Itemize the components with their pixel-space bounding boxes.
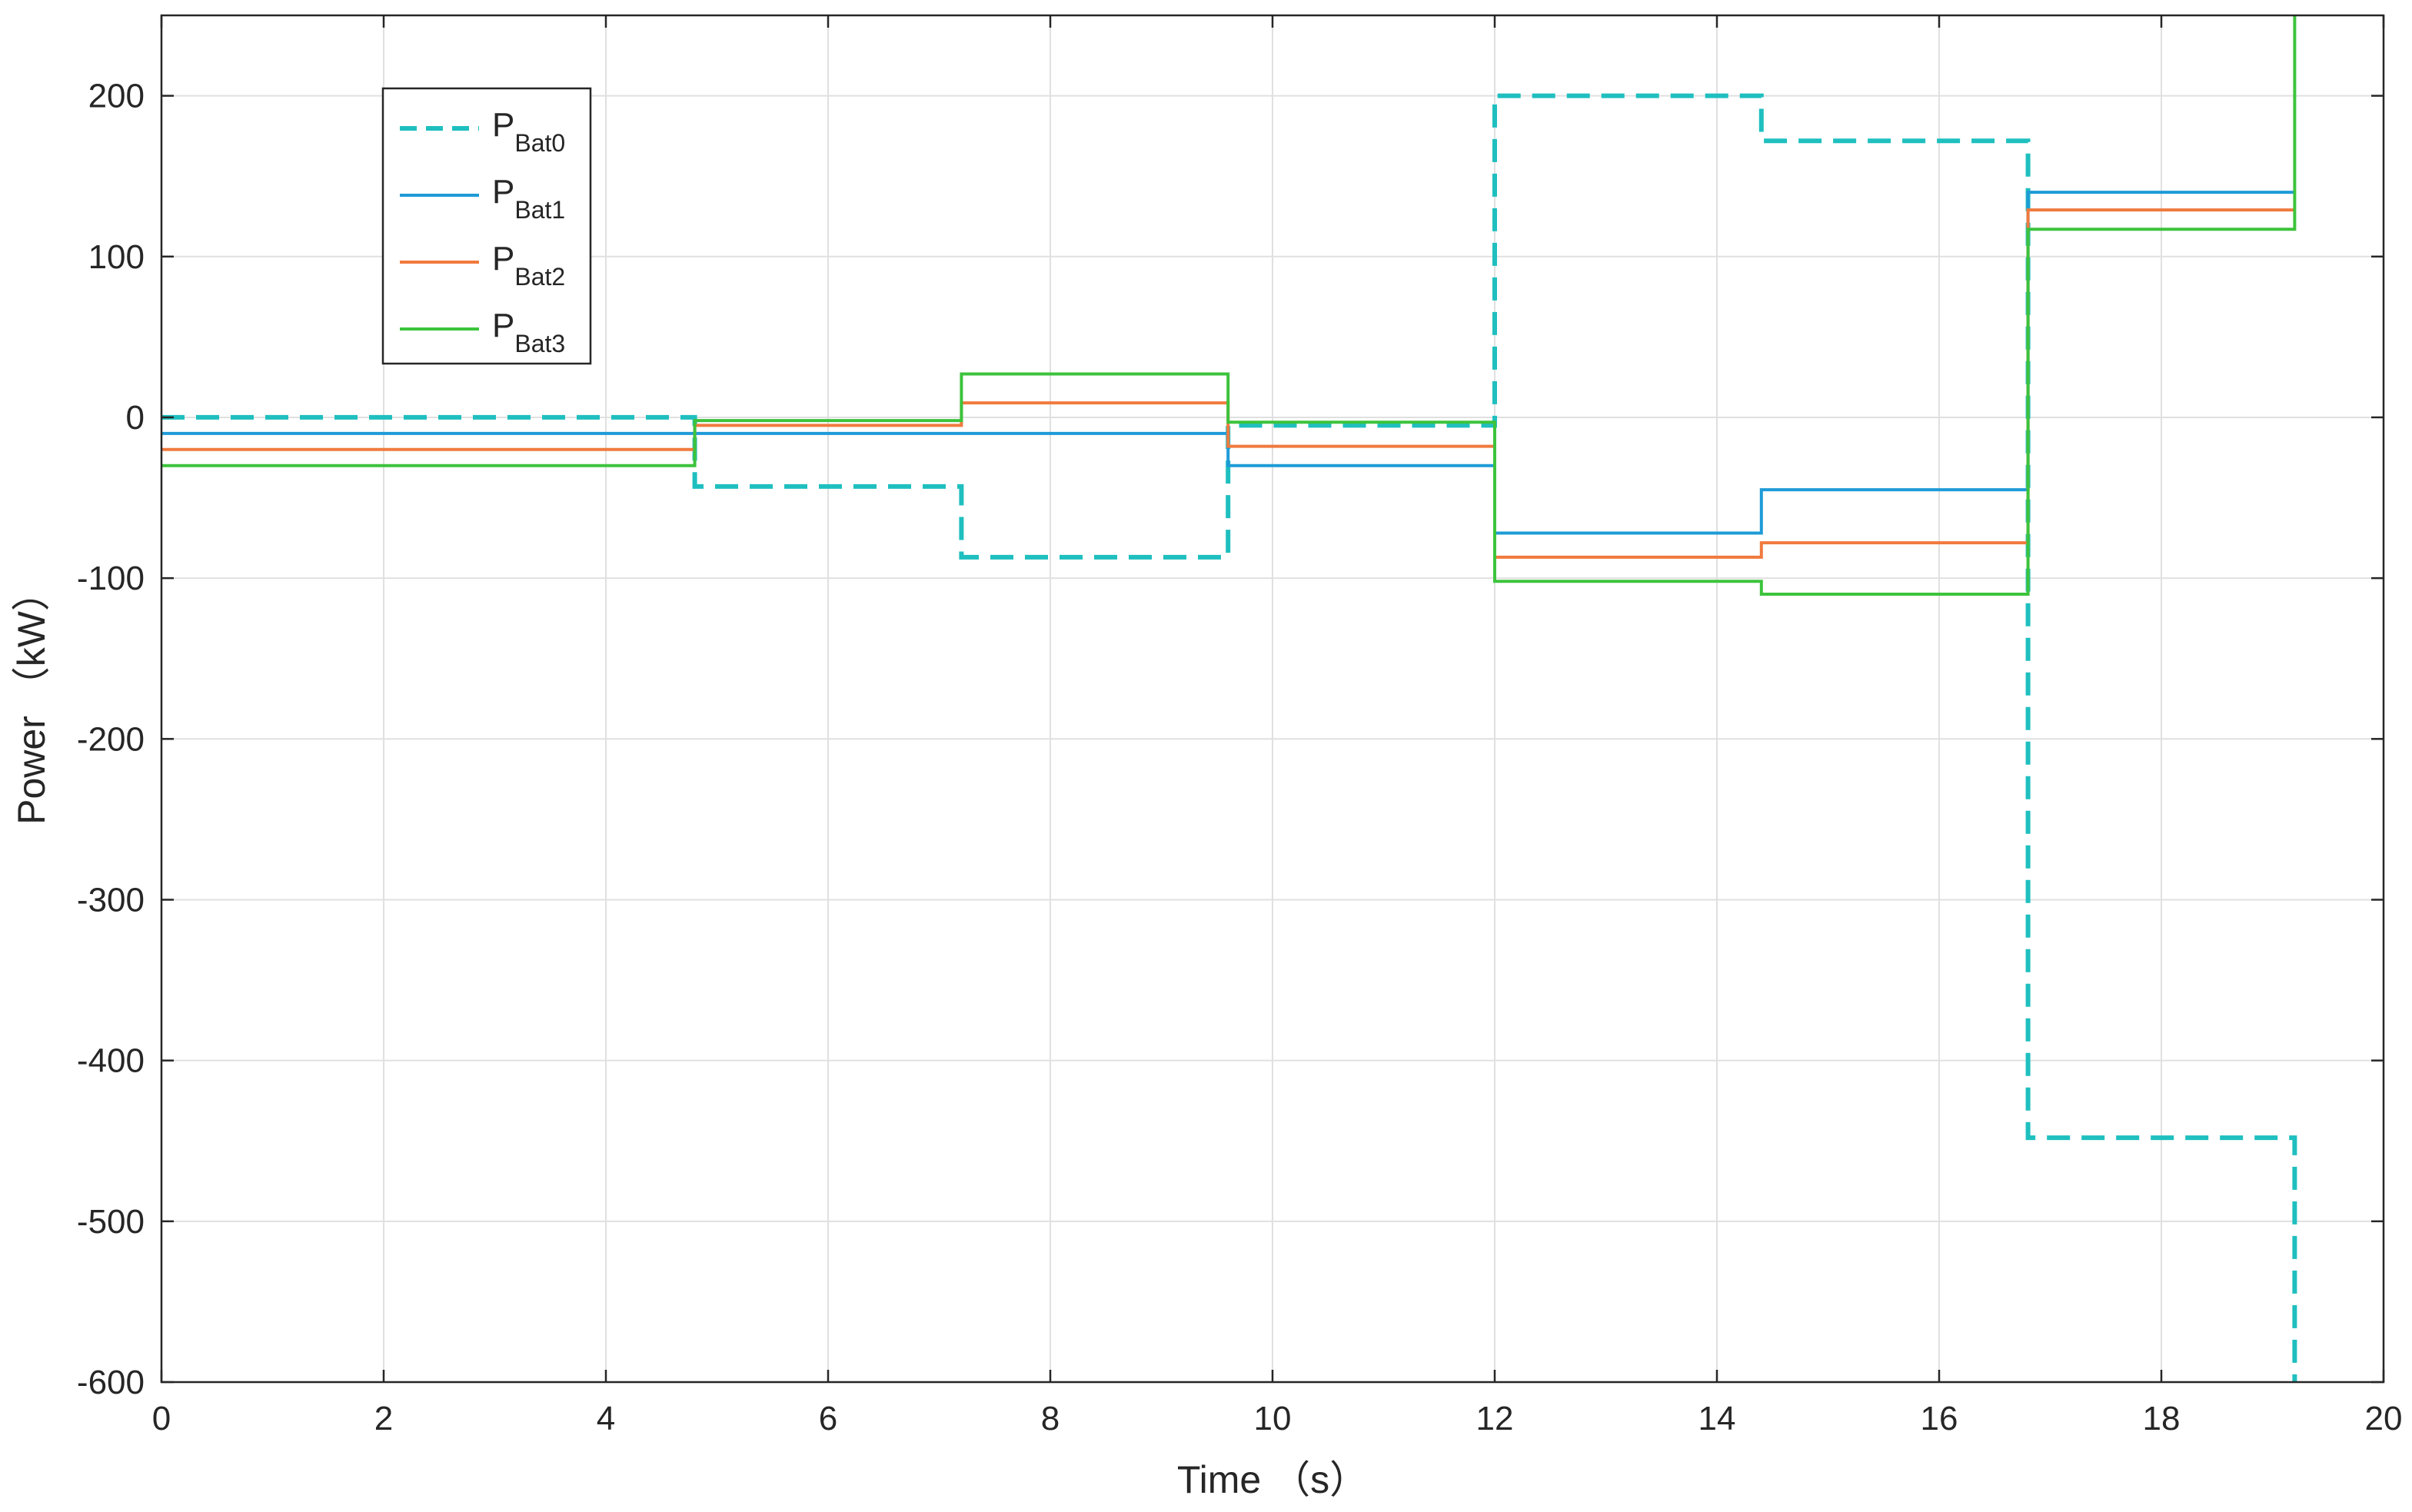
y-axis-label: Power （kW） (10, 573, 53, 825)
series-group (161, 15, 2297, 1382)
y-tick-label: -100 (77, 560, 145, 597)
series-line-p-bat2 (161, 208, 2295, 559)
x-axis-label: Time （s） (1177, 1458, 1368, 1501)
x-tick-label: 12 (1476, 1400, 1514, 1437)
legend-entry-subscript: Bat0 (514, 129, 565, 157)
legend-box (381, 87, 592, 365)
y-tick-label: -200 (77, 720, 145, 758)
x-tick-label: 8 (1041, 1400, 1060, 1437)
y-tick-label: -600 (77, 1364, 145, 1401)
x-tick-label: 6 (819, 1400, 837, 1437)
x-tick-label: 16 (1921, 1400, 1958, 1437)
y-tick-label: 0 (126, 399, 145, 437)
y-tick-label: 100 (88, 238, 145, 276)
series-line-p-bat3 (161, 15, 2297, 596)
x-tick-label: 2 (374, 1400, 393, 1437)
x-tick-label: 4 (597, 1400, 615, 1437)
x-tick-label: 0 (152, 1400, 171, 1437)
legend-entry-subscript: Bat3 (514, 330, 565, 357)
y-tick-label: -500 (77, 1203, 145, 1241)
x-tick-label: 10 (1254, 1400, 1292, 1437)
x-tick-label: 14 (1698, 1400, 1736, 1437)
axis-ticks: 0 2 4 6 8 10 12 14 16 18 20 -600 -500 -400 -300 -200 -10… (77, 15, 2403, 1437)
y-tick-label: 200 (88, 78, 145, 115)
y-tick-label: -300 (77, 881, 145, 919)
legend-entry-subscript: Bat2 (514, 263, 565, 291)
legend-entry-subscript: Bat1 (514, 196, 565, 224)
x-tick-label: 18 (2143, 1400, 2181, 1437)
x-tick-label: 20 (2365, 1400, 2403, 1437)
y-tick-label: -400 (77, 1042, 145, 1080)
